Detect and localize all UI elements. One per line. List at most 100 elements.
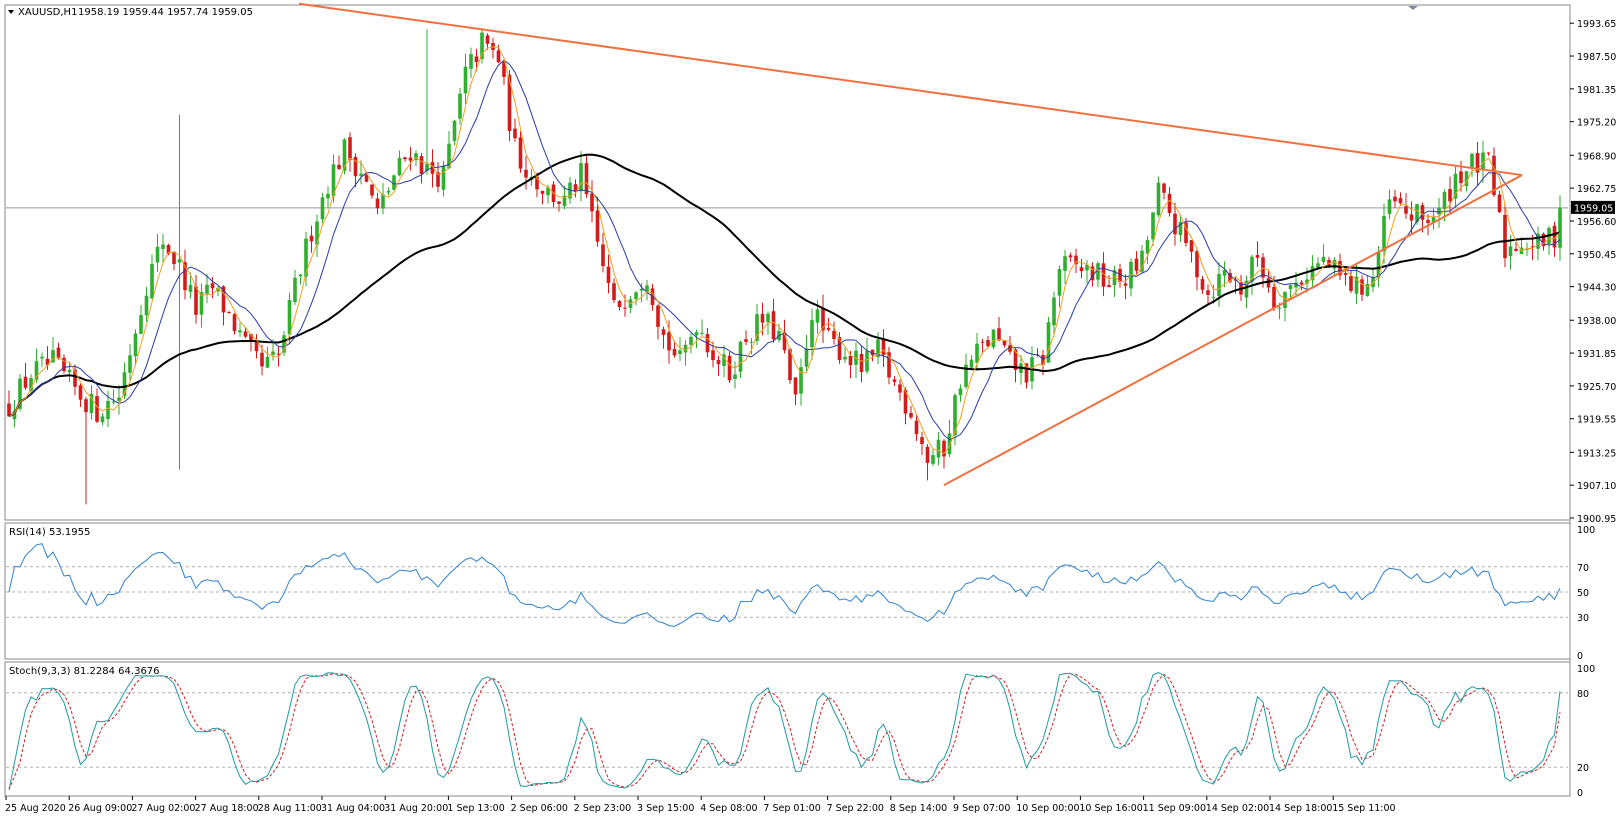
candle-body (1470, 153, 1474, 169)
candle-body (188, 285, 193, 292)
candle-body (210, 283, 215, 289)
candle-body (315, 221, 319, 245)
trendline-lower[interactable] (943, 174, 1523, 487)
candle-body (1321, 256, 1326, 262)
candle-body (1426, 219, 1430, 223)
time-tick-label: 8 Sep 14:00 (890, 803, 947, 814)
candle-body (1365, 283, 1370, 296)
candle-body (711, 350, 715, 361)
candle-body (876, 339, 880, 358)
price-tick-label: 1950.45 (1577, 250, 1616, 261)
time-tick-label: 10 Sep 16:00 (1079, 803, 1142, 814)
candle-body (34, 361, 39, 380)
candle-body (40, 356, 44, 359)
candle-body (342, 139, 347, 171)
candle-body (1250, 256, 1254, 282)
candle-body (199, 292, 204, 315)
time-tick-label: 7 Sep 01:00 (763, 803, 820, 814)
candle-body (1151, 212, 1155, 240)
candle-body (837, 337, 842, 361)
candle-body (969, 359, 974, 368)
candle-body (562, 195, 567, 207)
candle-body (1354, 276, 1359, 294)
candle-body (1486, 152, 1491, 154)
price-tick-label: 1944.30 (1577, 283, 1616, 294)
candle-body (909, 413, 913, 418)
candle-body (1294, 282, 1298, 288)
candle-body (78, 385, 83, 400)
shift-marker-icon[interactable] (1408, 6, 1418, 10)
chart-menu-triangle-icon[interactable] (8, 10, 14, 14)
candle-body (326, 193, 330, 199)
candle-body (1514, 248, 1518, 252)
candle-body (557, 201, 561, 204)
candle-body (496, 50, 501, 63)
candle-body (133, 333, 138, 357)
stoch-tick-label: 100 (1577, 664, 1595, 675)
rsi-tick-label: 100 (1577, 525, 1595, 536)
candle-body (95, 396, 99, 422)
symbol-label: XAUUSD,H1 (18, 7, 77, 18)
ma-fast-line (8, 46, 1561, 455)
rsi-pane[interactable] (4, 522, 1571, 660)
candle-body (1316, 263, 1320, 268)
candle-body (1090, 266, 1095, 281)
candle-body (469, 54, 473, 69)
candle-body (667, 332, 671, 351)
candle-body (1409, 214, 1414, 221)
candle-body (370, 184, 374, 196)
candle-body (254, 339, 259, 352)
candle-body (221, 286, 226, 313)
candle-body (183, 262, 187, 291)
candle-body (491, 42, 495, 50)
candle-body (700, 332, 704, 334)
candle-body (1415, 204, 1419, 222)
price-tick-label: 1962.75 (1577, 184, 1616, 195)
price-tick-label: 1913.25 (1577, 448, 1616, 459)
candle-body (1508, 246, 1513, 257)
candle-body (947, 433, 952, 455)
candle-body (1068, 255, 1073, 258)
time-tick-label: 2 Sep 23:00 (574, 803, 631, 814)
candle-body (441, 165, 446, 190)
price-tick-label: 1968.90 (1577, 151, 1616, 162)
candle-body (1272, 287, 1276, 308)
candle-body (1558, 207, 1562, 248)
candle-body (738, 341, 743, 372)
time-tick-label: 15 Sep 11:00 (1332, 803, 1395, 814)
price-tick-label: 1907.10 (1577, 481, 1616, 492)
candle-body (1431, 217, 1436, 223)
candle-body (1079, 267, 1084, 272)
stoch-pane[interactable] (4, 661, 1571, 797)
candle-body (1156, 182, 1161, 216)
candle-body (23, 376, 28, 388)
time-tick-label: 9 Sep 07:00 (953, 803, 1010, 814)
current-price-tag (1571, 200, 1615, 214)
candle-body (678, 350, 682, 355)
candle-body (694, 332, 699, 336)
candle-body (139, 314, 143, 334)
candle-body (293, 277, 297, 303)
candle-body (249, 333, 253, 341)
price-pane[interactable] (4, 4, 1571, 521)
candle-body (1024, 363, 1029, 383)
time-tick-label: 1 Sep 13:00 (447, 803, 504, 814)
candle-body (144, 295, 149, 316)
candle-body (1140, 250, 1144, 272)
candle-body (419, 156, 424, 174)
stoch-tick-label: 0 (1577, 788, 1583, 799)
trendline-upper[interactable] (298, 2, 1523, 177)
candle-body (683, 344, 688, 353)
candle-body (986, 339, 990, 347)
candle-body (881, 339, 886, 355)
candle-body (914, 420, 919, 435)
candle-body (1052, 297, 1056, 326)
current-price-value: 1959.05 (1574, 203, 1613, 214)
candle-body (84, 399, 88, 413)
candle-body (474, 56, 479, 63)
price-tick-label: 1987.50 (1577, 52, 1616, 63)
candle-body (507, 74, 512, 132)
candle-body (1266, 278, 1271, 288)
